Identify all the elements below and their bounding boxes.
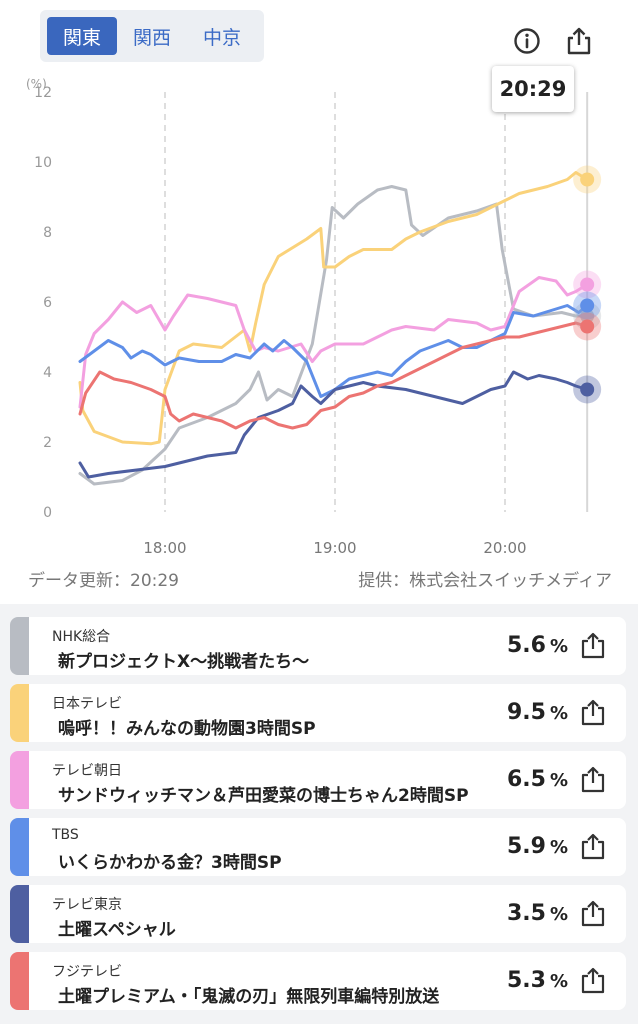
share-icon[interactable]	[580, 766, 606, 794]
y-tick-label: 4	[43, 365, 52, 381]
channel-color-bar	[10, 751, 29, 809]
series-end-point-3	[580, 298, 595, 313]
tab-kansai[interactable]: 関西	[132, 26, 171, 49]
series-line-3	[78, 304, 589, 398]
channel-color-bar	[10, 818, 29, 876]
provider-label: 提供：株式会社スイッチメディア	[358, 571, 612, 591]
y-tick-label: 0	[43, 505, 52, 521]
channel-name: テレビ朝日	[52, 763, 122, 779]
tab-chukyo[interactable]: 中京	[202, 26, 241, 49]
channel-card-ntv[interactable]: 日本テレビ 嗚呼！！みんなの動物園3時間SP 9.5%	[10, 684, 626, 742]
program-title: サンドウィッチマン＆芦田愛菜の博士ちゃん2時間SP	[58, 786, 469, 806]
rating-value: 5.9%	[506, 834, 568, 859]
program-title: 土曜スペシャル	[58, 920, 176, 940]
channel-color-bar	[10, 684, 29, 742]
share-icon[interactable]	[580, 699, 606, 727]
y-tick-label: 6	[43, 295, 52, 311]
channel-color-bar	[10, 617, 29, 675]
series-line-2	[78, 276, 589, 409]
channel-card-tv-asahi[interactable]: テレビ朝日 サンドウィッチマン＆芦田愛菜の博士ちゃん2時間SP 6.5%	[10, 751, 626, 809]
share-icon[interactable]	[580, 632, 606, 660]
channel-name: 日本テレビ	[52, 696, 122, 712]
rating-value: 9.5%	[506, 700, 568, 725]
x-tick-label: 20:00	[483, 539, 526, 557]
x-tick-label: 19:00	[313, 539, 356, 557]
series-line-1	[78, 171, 589, 446]
channel-card-tv-tokyo[interactable]: テレビ東京 土曜スペシャル 3.5%	[10, 885, 626, 943]
channel-name: フジテレビ	[52, 964, 122, 980]
series-end-point-1	[580, 172, 595, 187]
channel-list: NHK総合 新プロジェクトX〜挑戦者たち〜 5.6% 日本テレビ 嗚呼！！みんな…	[0, 604, 638, 1024]
share-icon[interactable]	[564, 26, 594, 56]
rating-value: 3.5%	[506, 901, 568, 926]
program-title: 嗚呼！！みんなの動物園3時間SP	[58, 719, 316, 739]
series-end-point-4	[580, 382, 595, 397]
data-updated-label: データ更新：20:29	[28, 571, 179, 591]
share-icon[interactable]	[580, 833, 606, 861]
share-icon[interactable]	[580, 967, 606, 995]
series-line-5	[78, 321, 589, 430]
rating-chart: (%) 0 2 4 6 8 10 12 18:00 19:00 20:00	[26, 77, 602, 557]
series-line-4	[78, 370, 589, 479]
tab-kanto[interactable]: 関東	[47, 17, 117, 55]
current-time-badge: 20:29	[492, 66, 574, 112]
channel-color-bar	[10, 952, 29, 1010]
y-axis-unit: (%)	[26, 77, 47, 91]
channel-name: TBS	[52, 827, 79, 843]
program-title: いくらかわかる金？3時間SP	[58, 853, 282, 873]
channel-card-nhk[interactable]: NHK総合 新プロジェクトX〜挑戦者たち〜 5.6%	[10, 617, 626, 675]
y-tick-label: 10	[34, 155, 52, 171]
x-tick-label: 18:00	[143, 539, 186, 557]
share-icon[interactable]	[580, 900, 606, 928]
channel-card-fuji-tv[interactable]: フジテレビ 土曜プレミアム・「鬼滅の刃」無限列車編特別放送 5.3%	[10, 952, 626, 1010]
region-tabs: 関東 関西 中京	[40, 10, 264, 62]
channel-name: NHK総合	[52, 629, 111, 645]
rating-value: 5.3%	[506, 968, 568, 993]
channel-color-bar	[10, 885, 29, 943]
series-end-point-2	[580, 277, 595, 292]
series-end-point-0	[580, 309, 595, 323]
series-end-point-5	[580, 319, 595, 334]
y-tick-label: 8	[43, 225, 52, 241]
program-title: 土曜プレミアム・「鬼滅の刃」無限列車編特別放送	[58, 987, 440, 1007]
rating-value: 6.5%	[506, 767, 568, 792]
series-line-0	[78, 185, 589, 486]
rating-value: 5.6%	[506, 633, 568, 658]
program-title: 新プロジェクトX〜挑戦者たち〜	[58, 652, 310, 672]
y-tick-label: 2	[43, 435, 52, 451]
channel-name: テレビ東京	[52, 897, 122, 913]
channel-card-tbs[interactable]: TBS いくらかわかる金？3時間SP 5.9%	[10, 818, 626, 876]
info-icon[interactable]	[512, 26, 542, 56]
y-tick-label: 12	[34, 85, 52, 101]
